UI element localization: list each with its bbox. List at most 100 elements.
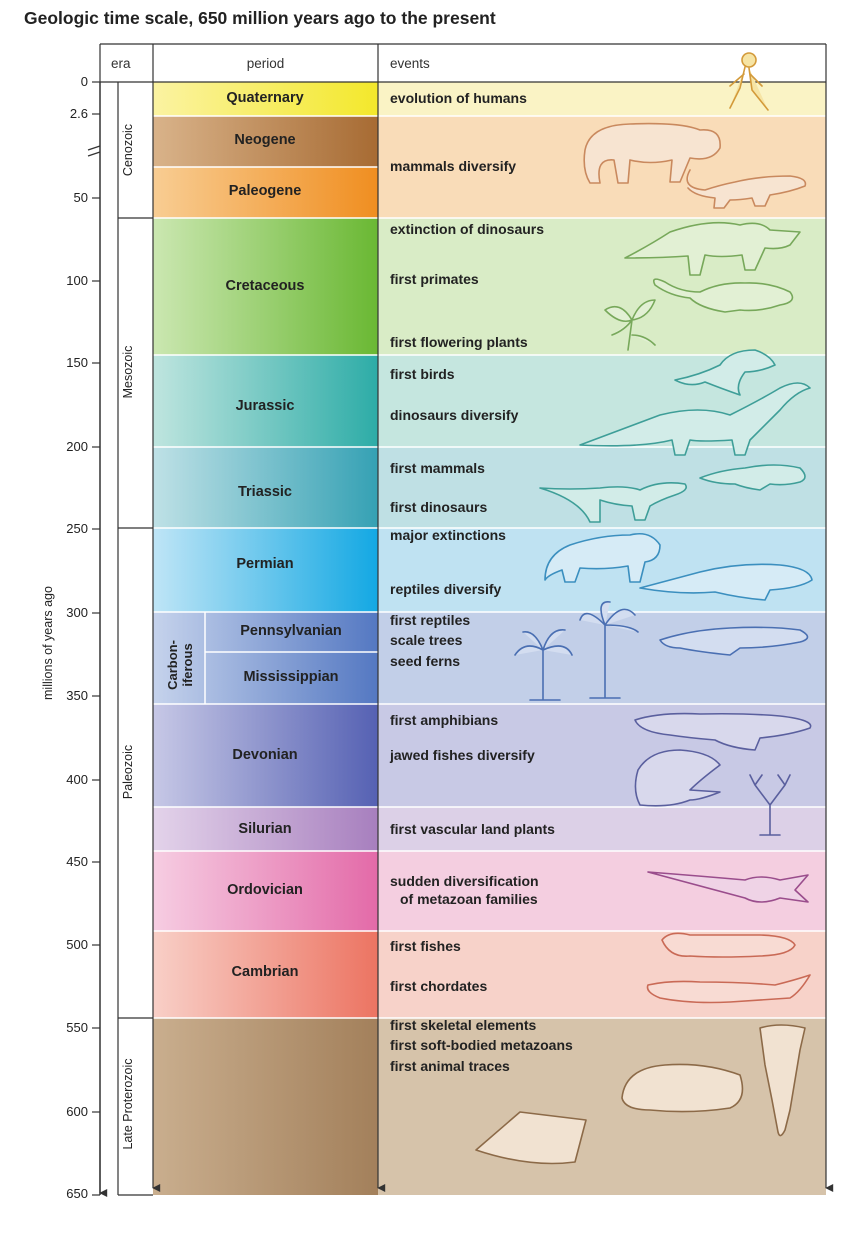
tick-label: 450: [66, 854, 88, 869]
tick-label: 250: [66, 521, 88, 536]
period-label-pennsylvanian: Pennsylvanian: [240, 623, 342, 639]
era-bracket: [117, 82, 153, 1196]
period-label-triassic: Triassic: [237, 484, 292, 500]
period-block-cambrian: [153, 931, 378, 1018]
header-era: era: [111, 56, 131, 71]
y-axis-label: millions of years ago: [41, 586, 55, 700]
period-label-cretaceous: Cretaceous: [225, 278, 305, 294]
tick-label: 600: [66, 1104, 88, 1119]
event-label: first vascular land plants: [390, 821, 555, 837]
early-mammal-icon: [699, 464, 806, 491]
chordate-icon: [646, 974, 811, 1004]
event-label: evolution of humans: [390, 90, 527, 106]
event-label: first skeletal elements: [390, 1017, 537, 1033]
period-block-devonian: [153, 704, 378, 807]
tick-label: 350: [66, 688, 88, 703]
event-label: first birds: [390, 366, 455, 382]
era-label-mesozoic: Mesozoic: [121, 345, 135, 399]
event-label: first chordates: [390, 978, 488, 994]
period-block-paleogene: [153, 167, 378, 218]
event-label: of metazoan families: [400, 891, 538, 907]
period-block-proterozoic: [153, 1018, 378, 1195]
event-label: scale trees: [390, 632, 463, 648]
primate-icon: [652, 278, 794, 313]
event-label: first animal traces: [390, 1058, 510, 1074]
period-label-silurian: Silurian: [238, 821, 292, 837]
palm-tree-icon: [514, 629, 573, 701]
period-label-cambrian: Cambrian: [231, 964, 299, 980]
period-block-cretaceous: [153, 218, 378, 355]
scale-tree-icon: [579, 601, 639, 699]
event-label: dinosaurs diversify: [390, 407, 519, 423]
tick-label: 650: [66, 1186, 88, 1201]
y-axis: [87, 81, 108, 1197]
bird-icon: [674, 349, 776, 396]
period-block-ordovician: [153, 851, 378, 931]
shell-icon: [759, 1024, 806, 1137]
period-label-carboniferous: Carbon-iferous: [165, 640, 195, 690]
era-label-paleozoic: Paleozoic: [121, 744, 135, 800]
early-dinosaur-icon: [539, 482, 688, 523]
event-label: seed ferns: [390, 653, 461, 669]
triceratops-icon: [624, 221, 801, 276]
human-figure-icon: [729, 52, 769, 111]
page-title: Geologic time scale, 650 million years a…: [24, 8, 496, 28]
tick-label: 50: [73, 190, 88, 205]
tick-label: 300: [66, 605, 88, 620]
tick-marks: [92, 81, 100, 1113]
event-label: first fishes: [390, 938, 461, 954]
event-label: first flowering plants: [390, 334, 528, 350]
event-label: jawed fishes diversify: [390, 747, 535, 763]
trace-fossil-icon: [475, 1111, 587, 1165]
flower-icon: [604, 299, 656, 351]
period-label-neogene: Neogene: [234, 132, 296, 148]
nautiloid-icon: [647, 871, 809, 903]
event-label: first reptiles: [390, 612, 471, 628]
therapsid-icon: [544, 532, 661, 583]
period-label-ordovician: Ordovician: [227, 882, 303, 898]
reptile-icon: [639, 563, 813, 601]
header-period: period: [246, 56, 285, 71]
tick-label: 500: [66, 937, 88, 952]
event-label: first mammals: [390, 460, 485, 476]
event-label: major extinctions: [390, 527, 506, 543]
event-label: first dinosaurs: [390, 499, 488, 515]
event-label: first primates: [390, 271, 479, 287]
era-label-late-proterozoic: Late Proterozoic: [121, 1058, 135, 1150]
header-events: events: [390, 56, 430, 71]
period-label-quaternary: Quaternary: [226, 90, 304, 106]
tick-label: 2.6: [69, 106, 88, 121]
period-label-mississippian: Mississippian: [243, 669, 339, 685]
period-block-silurian: [153, 807, 378, 851]
sauropod-icon: [579, 382, 811, 456]
period-block-carboniferous: [153, 612, 378, 704]
tick-label: 200: [66, 439, 88, 454]
tick-label: 550: [66, 1020, 88, 1035]
fish-icon: [634, 749, 721, 807]
event-label: extinction of dinosaurs: [390, 221, 545, 237]
period-block-quaternary: [153, 82, 378, 116]
event-band-silurian: [378, 807, 826, 851]
era-label-cenozoic: Cenozoic: [121, 123, 135, 177]
period-block-neogene: [153, 116, 378, 167]
early-reptile-icon: [659, 626, 809, 656]
tick-label: 400: [66, 772, 88, 787]
vascular-plant-icon: [749, 774, 791, 836]
period-block-triassic: [153, 447, 378, 528]
illustrations: [475, 52, 813, 1165]
rhino-mammal-icon: [583, 122, 721, 184]
tick-label: 100: [66, 273, 88, 288]
dickinsonia-icon: [621, 1063, 744, 1113]
band-separators: [153, 115, 826, 1019]
trilobite-fish-icon: [661, 932, 796, 958]
tick-label: 150: [66, 355, 88, 370]
period-block-permian: [153, 528, 378, 612]
event-label: reptiles diversify: [390, 581, 502, 597]
event-band-proterozoic: [378, 1018, 826, 1195]
event-label: first soft-bodied metazoans: [390, 1037, 573, 1053]
period-blocks: [153, 82, 378, 1195]
tick-label: 0: [80, 74, 88, 89]
event-label: mammals diversify: [390, 158, 517, 174]
